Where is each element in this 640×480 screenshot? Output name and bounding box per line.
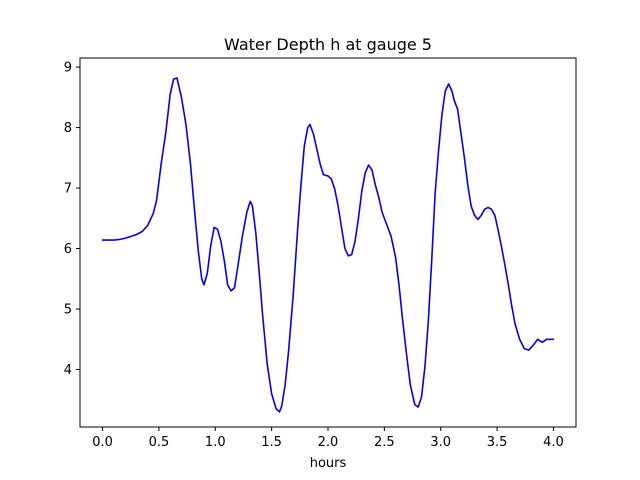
x-tick-label: 3.5 (487, 435, 508, 450)
x-tick-label: 1.5 (261, 435, 282, 450)
plot-area (101, 77, 555, 413)
x-axis-label: hours (310, 456, 347, 471)
y-tick-label: 9 (64, 61, 72, 76)
series-line-0 (101, 77, 555, 413)
y-tick-label: 8 (64, 121, 72, 136)
y-tick-label: 5 (64, 303, 72, 318)
x-axis: 0.0 0.5 1.0 1.5 2.0 2.5 3.0 3.5 4.0 (92, 427, 564, 450)
x-tick-label: 1.0 (205, 435, 226, 450)
chart-title: Water Depth h at gauge 5 (224, 35, 432, 54)
y-tick-label: 4 (64, 363, 72, 378)
x-tick-label: 0.5 (149, 435, 170, 450)
x-tick-label: 4.0 (543, 435, 564, 450)
y-tick-label: 7 (64, 182, 72, 197)
x-tick-label: 3.0 (430, 435, 451, 450)
y-tick-label: 6 (64, 242, 72, 257)
x-tick-label: 0.0 (92, 435, 113, 450)
x-tick-label: 2.0 (318, 435, 339, 450)
x-tick-label: 2.5 (374, 435, 395, 450)
y-axis: 4 5 6 7 8 9 (64, 61, 80, 378)
